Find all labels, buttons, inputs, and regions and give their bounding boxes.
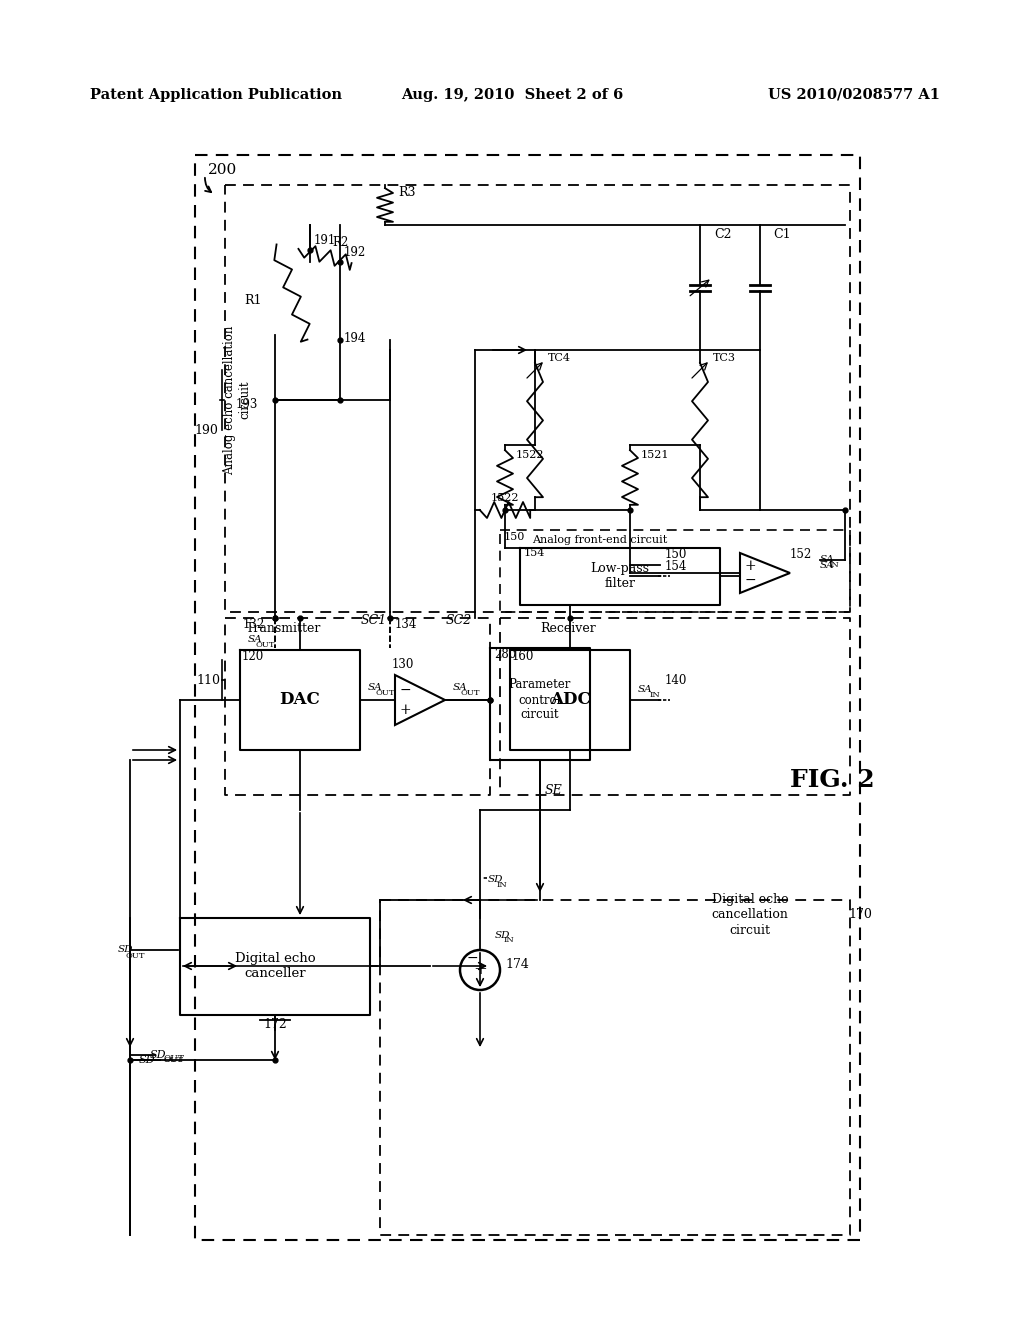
Text: 160: 160 — [512, 651, 535, 664]
Text: 280: 280 — [494, 648, 516, 661]
Text: SD: SD — [488, 875, 504, 884]
Text: SA: SA — [820, 556, 835, 565]
Text: 1521: 1521 — [641, 450, 670, 459]
Text: OUT: OUT — [375, 689, 394, 697]
Text: 1522: 1522 — [490, 492, 519, 503]
Text: +: + — [399, 704, 411, 717]
Text: −: − — [399, 682, 411, 697]
Text: TC4: TC4 — [548, 352, 571, 363]
Text: R1: R1 — [245, 293, 262, 306]
Text: OUT: OUT — [125, 952, 144, 960]
Text: 174: 174 — [505, 958, 528, 972]
Text: Analog front-end circuit: Analog front-end circuit — [532, 535, 668, 545]
Text: SE: SE — [545, 784, 563, 796]
Text: SC2: SC2 — [445, 614, 472, 627]
Text: SD: SD — [118, 945, 133, 954]
Text: 193: 193 — [236, 399, 258, 412]
Text: Analog echo cancellation
circuit: Analog echo cancellation circuit — [223, 325, 251, 475]
Text: R2: R2 — [332, 236, 348, 249]
Text: 191: 191 — [314, 234, 336, 247]
Text: 1522: 1522 — [516, 450, 545, 459]
Text: SD: SD — [150, 1049, 167, 1060]
Text: 150: 150 — [504, 532, 525, 543]
Text: Digital echo
cancellation
circuit: Digital echo cancellation circuit — [712, 894, 788, 936]
Text: 170: 170 — [848, 908, 871, 921]
Text: 150: 150 — [665, 549, 687, 561]
Text: Patent Application Publication: Patent Application Publication — [90, 88, 342, 102]
Text: OUT: OUT — [460, 689, 480, 697]
Text: Parameter
control
circuit: Parameter control circuit — [509, 678, 571, 722]
Text: SD: SD — [138, 1055, 155, 1065]
Text: IN: IN — [829, 561, 840, 569]
Text: 152: 152 — [790, 549, 812, 561]
Text: 154: 154 — [665, 560, 687, 573]
Text: 192: 192 — [344, 246, 367, 259]
Text: Aug. 19, 2010  Sheet 2 of 6: Aug. 19, 2010 Sheet 2 of 6 — [400, 88, 624, 102]
Text: OUT: OUT — [164, 1056, 183, 1064]
Text: OUT: OUT — [255, 642, 274, 649]
Text: 132: 132 — [243, 618, 265, 631]
Text: SD: SD — [495, 931, 511, 940]
Text: 140: 140 — [665, 673, 687, 686]
Text: 172: 172 — [263, 1019, 287, 1031]
Text: 194: 194 — [344, 331, 367, 345]
Text: SA: SA — [368, 684, 382, 693]
Text: IN: IN — [504, 936, 515, 944]
Text: −: − — [466, 950, 478, 965]
Text: Transmitter: Transmitter — [246, 622, 322, 635]
Text: SA: SA — [820, 561, 835, 569]
Text: 200: 200 — [208, 162, 238, 177]
Text: TC3: TC3 — [713, 352, 736, 363]
Text: R3: R3 — [398, 186, 416, 199]
Text: 134: 134 — [395, 618, 418, 631]
Text: SA: SA — [638, 685, 652, 694]
Text: IN: IN — [649, 690, 660, 700]
Text: Receiver: Receiver — [540, 622, 596, 635]
Text: 154: 154 — [524, 548, 546, 558]
Text: 110: 110 — [196, 673, 220, 686]
Text: Low-pass
filter: Low-pass filter — [591, 562, 649, 590]
Text: ADC: ADC — [550, 692, 591, 709]
Text: C1: C1 — [773, 228, 791, 242]
Text: C2: C2 — [714, 228, 731, 242]
Text: IN: IN — [497, 880, 508, 888]
Text: DAC: DAC — [280, 692, 321, 709]
Text: 190: 190 — [195, 424, 218, 437]
Text: OUT: OUT — [163, 1056, 184, 1064]
Text: SA: SA — [453, 684, 467, 693]
Text: 130: 130 — [392, 659, 415, 672]
Text: SA: SA — [248, 635, 262, 644]
Text: +: + — [744, 558, 756, 573]
Text: US 2010/0208577 A1: US 2010/0208577 A1 — [768, 88, 940, 102]
Text: SC1: SC1 — [360, 614, 387, 627]
Text: Digital echo
canceller: Digital echo canceller — [234, 952, 315, 979]
Text: FIG. 2: FIG. 2 — [790, 768, 874, 792]
Text: +: + — [473, 961, 487, 978]
Text: −: − — [744, 573, 756, 587]
Text: 120: 120 — [242, 651, 264, 664]
